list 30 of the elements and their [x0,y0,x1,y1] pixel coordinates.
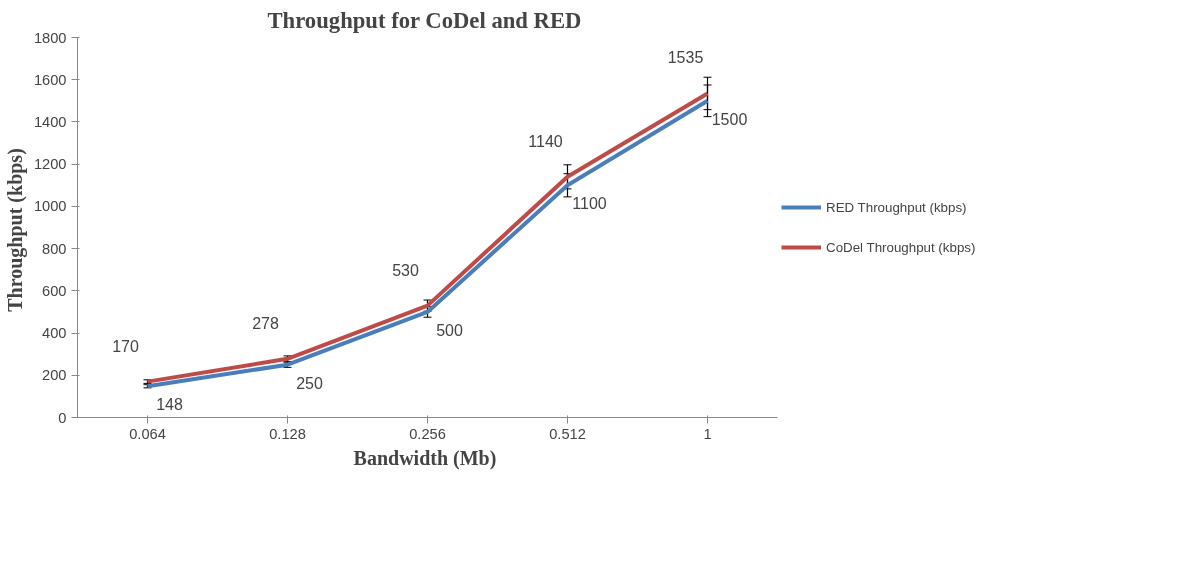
y-axis-title: Throughput (kbps) [3,148,27,312]
data-label: 148 [156,396,183,414]
y-tick-label: 400 [42,325,67,342]
x-tick-label: 0.064 [129,425,166,442]
data-label: 1535 [667,49,704,67]
y-tick-label: 600 [42,282,67,299]
data-label: 278 [252,314,279,332]
y-tick-label: 200 [42,367,67,384]
x-tick-label: 1 [703,425,712,442]
y-tick-label: 0 [58,409,67,426]
data-label: 170 [112,337,139,355]
data-label: 1140 [528,132,563,150]
data-label: 1500 [711,110,748,128]
legend-label: RED Throughput (kbps) [826,199,967,215]
y-tick-label: 1800 [33,29,67,46]
data-label: 500 [436,321,463,339]
data-label: 250 [296,374,323,392]
y-tick-label: 800 [42,240,67,257]
x-tick-label: 0.256 [409,425,446,442]
y-tick-label: 1600 [33,71,67,88]
x-axis-title: Bandwidth (Mb) [353,446,497,470]
data-label: 1100 [572,195,607,213]
legend-label: CoDel Throughput (kbps) [826,239,976,255]
y-tick-label: 1200 [33,156,67,173]
y-tick-label: 1000 [33,198,67,215]
data-label: 530 [392,261,419,279]
chart-title: Throughput for CoDel and RED [267,7,582,33]
x-tick-label: 0.512 [549,425,586,442]
x-tick-label: 0.128 [269,425,306,442]
y-tick-label: 1400 [33,113,67,130]
